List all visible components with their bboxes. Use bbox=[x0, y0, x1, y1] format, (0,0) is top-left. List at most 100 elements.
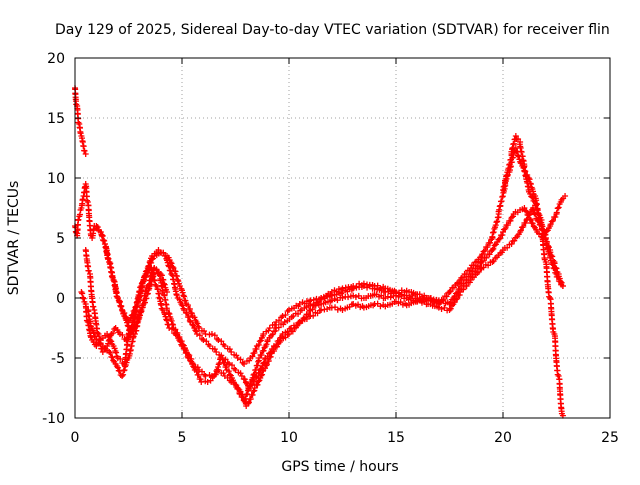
data-point bbox=[202, 373, 209, 379]
data-point bbox=[242, 379, 249, 386]
data-point bbox=[168, 271, 175, 277]
data-point bbox=[191, 314, 198, 321]
data-point bbox=[257, 366, 264, 373]
data-point bbox=[123, 359, 130, 366]
data-point bbox=[181, 346, 188, 353]
data-point bbox=[77, 130, 84, 137]
data-point bbox=[176, 296, 183, 303]
data-point bbox=[229, 362, 236, 369]
data-point bbox=[110, 330, 117, 336]
data-point bbox=[187, 357, 194, 364]
data-point bbox=[146, 263, 153, 270]
data-point bbox=[255, 341, 262, 348]
y-tick-label: 20 bbox=[47, 51, 65, 67]
y-tick-label: -10 bbox=[42, 411, 65, 427]
data-point bbox=[255, 358, 262, 365]
data-point bbox=[166, 325, 173, 331]
data-point bbox=[529, 194, 536, 201]
data-point bbox=[254, 381, 261, 388]
data-point bbox=[143, 268, 150, 275]
data-point bbox=[89, 325, 96, 331]
data-point bbox=[289, 328, 296, 335]
data-point bbox=[203, 338, 210, 345]
data-point bbox=[489, 233, 496, 240]
data-point bbox=[116, 299, 123, 306]
data-point bbox=[251, 377, 258, 384]
data-point bbox=[559, 283, 566, 289]
data-point bbox=[114, 364, 121, 371]
data-point bbox=[479, 251, 486, 258]
data-point bbox=[251, 349, 258, 356]
data-point bbox=[556, 275, 563, 282]
data-point bbox=[265, 358, 272, 364]
data-point bbox=[502, 225, 509, 232]
data-point bbox=[447, 288, 454, 295]
chart-title: Day 129 of 2025, Sidereal Day-to-day VTE… bbox=[55, 22, 610, 38]
data-point bbox=[248, 381, 255, 388]
data-point bbox=[148, 259, 155, 266]
data-point bbox=[79, 196, 86, 203]
data-point bbox=[158, 272, 165, 279]
data-point bbox=[196, 332, 203, 339]
data-point bbox=[512, 145, 519, 151]
data-point bbox=[490, 229, 497, 236]
data-point bbox=[237, 356, 244, 363]
data-point bbox=[82, 151, 89, 157]
data-point bbox=[93, 223, 100, 229]
data-point bbox=[167, 259, 174, 266]
data-point bbox=[97, 229, 104, 235]
data-point bbox=[493, 219, 500, 226]
data-point bbox=[190, 363, 197, 370]
data-points bbox=[72, 85, 569, 419]
data-point bbox=[491, 242, 498, 249]
data-point bbox=[507, 217, 514, 224]
data-point bbox=[484, 243, 491, 250]
data-point bbox=[487, 239, 494, 246]
x-tick-label: 0 bbox=[71, 430, 80, 446]
data-point bbox=[157, 271, 164, 277]
y-tick-label: 0 bbox=[56, 291, 65, 307]
data-point bbox=[490, 258, 497, 265]
data-point bbox=[547, 249, 554, 256]
data-point bbox=[90, 303, 97, 310]
data-point bbox=[90, 329, 97, 336]
data-point bbox=[192, 327, 199, 334]
data-point bbox=[244, 391, 251, 398]
data-point bbox=[249, 391, 256, 398]
data-point bbox=[80, 295, 87, 302]
data-point bbox=[295, 311, 302, 317]
x-tick-label: 10 bbox=[280, 430, 298, 446]
data-point bbox=[480, 248, 487, 255]
data-point bbox=[109, 354, 116, 361]
data-point bbox=[547, 221, 554, 228]
data-point bbox=[414, 295, 421, 301]
data-point bbox=[515, 152, 522, 159]
data-point bbox=[244, 400, 251, 407]
y-tick-label: 5 bbox=[56, 231, 65, 247]
data-point bbox=[245, 399, 252, 406]
data-point bbox=[184, 353, 191, 360]
data-point bbox=[257, 337, 264, 344]
data-point bbox=[119, 307, 126, 313]
data-point bbox=[489, 259, 496, 265]
data-point bbox=[92, 333, 99, 340]
data-point bbox=[105, 340, 112, 347]
data-point bbox=[120, 371, 127, 378]
data-point bbox=[562, 193, 569, 199]
data-point bbox=[113, 349, 120, 356]
data-point bbox=[552, 264, 559, 271]
data-point bbox=[275, 324, 282, 331]
data-point bbox=[495, 236, 502, 243]
data-point bbox=[196, 325, 203, 331]
data-point bbox=[501, 183, 508, 190]
data-point bbox=[129, 311, 136, 318]
data-point bbox=[75, 216, 82, 223]
data-point bbox=[558, 279, 565, 286]
data-point bbox=[345, 294, 352, 301]
data-point bbox=[249, 353, 256, 360]
data-point bbox=[272, 327, 279, 334]
data-point bbox=[443, 293, 450, 300]
data-point bbox=[396, 290, 403, 297]
data-point bbox=[279, 313, 286, 319]
